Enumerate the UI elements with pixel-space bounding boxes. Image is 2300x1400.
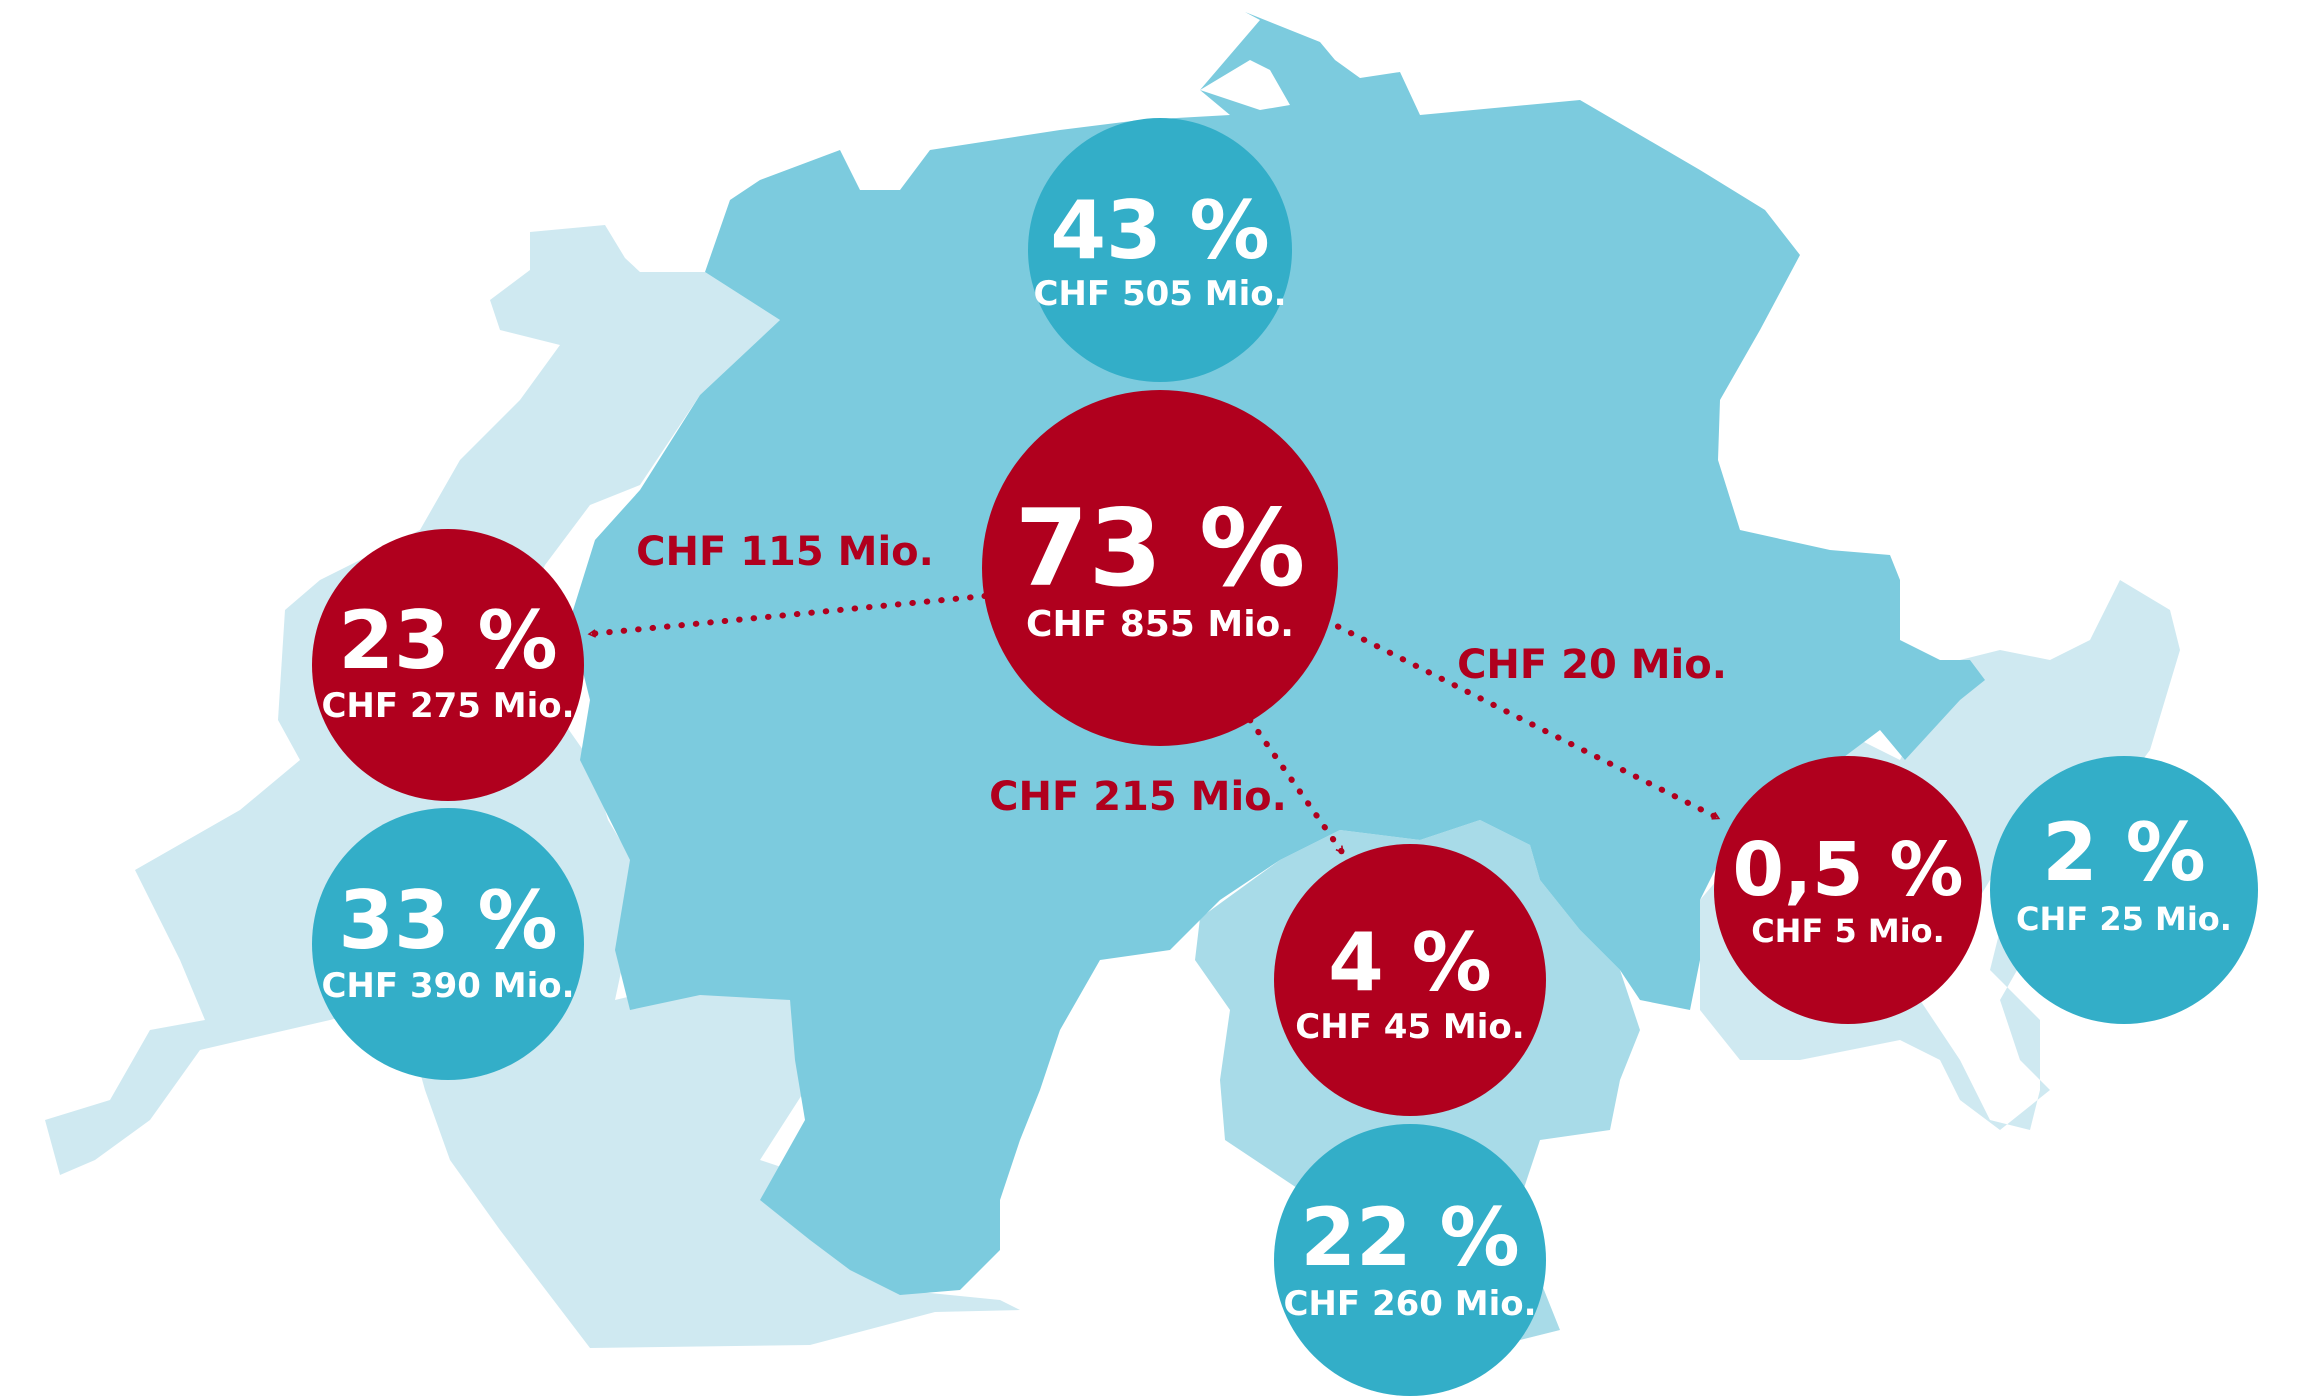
- bubble-west-red-chf: CHF 275 Mio.: [321, 686, 574, 726]
- bubble-center-pct: 73 %: [1015, 487, 1306, 610]
- flow-arrow-south: [1247, 717, 1345, 855]
- bubble-south-red-circle: [1274, 844, 1546, 1116]
- bubble-east-blue-pct: 2 %: [2042, 806, 2206, 899]
- bubble-west-blue-chf: CHF 390 Mio.: [321, 966, 574, 1006]
- bubble-west-red: 23 % CHF 275 Mio.: [312, 529, 584, 801]
- bubble-south-blue: 22 % CHF 260 Mio.: [1274, 1124, 1546, 1396]
- bubble-east-blue: 2 % CHF 25 Mio.: [1990, 756, 2258, 1024]
- bubble-south-red: 4 % CHF 45 Mio.: [1274, 844, 1546, 1116]
- bubble-west-red-pct: 23 %: [338, 594, 557, 687]
- bubble-south-blue-pct: 22 %: [1300, 1191, 1519, 1284]
- flow-label-west: CHF 115 Mio.: [636, 529, 934, 575]
- bubble-west-blue-circle: [312, 808, 584, 1080]
- flow-arrow-east: [1322, 617, 1721, 821]
- bubble-east-red: 0,5 % CHF 5 Mio.: [1714, 756, 1982, 1024]
- bubble-south-red-pct: 4 %: [1328, 916, 1492, 1009]
- bubble-north: 43 % CHF 505 Mio.: [1028, 118, 1292, 382]
- flow-arrows: [587, 593, 1721, 855]
- bubble-center-chf: CHF 855 Mio.: [1026, 604, 1294, 645]
- bubble-south-red-chf: CHF 45 Mio.: [1295, 1007, 1524, 1047]
- bubble-west-blue-pct: 33 %: [338, 874, 557, 967]
- flow-arrow-west: [587, 593, 988, 638]
- bubble-east-blue-circle: [1990, 756, 2258, 1024]
- bubble-north-circle: [1028, 118, 1292, 382]
- bubble-east-red-circle: [1714, 756, 1982, 1024]
- bubble-east-red-pct: 0,5 %: [1733, 827, 1964, 913]
- bubble-west-blue: 33 % CHF 390 Mio.: [312, 808, 584, 1080]
- bubble-center: 73 % CHF 855 Mio.: [982, 390, 1338, 746]
- bubble-east-blue-chf: CHF 25 Mio.: [2016, 900, 2232, 938]
- bubble-north-chf: CHF 505 Mio.: [1033, 274, 1286, 314]
- bubble-center-circle: [982, 390, 1338, 746]
- bubble-south-blue-circle: [1274, 1124, 1546, 1396]
- region-west: [45, 225, 1020, 1348]
- flow-label-south: CHF 215 Mio.: [989, 774, 1287, 820]
- flow-labels: CHF 115 Mio. CHF 215 Mio. CHF 20 Mio.: [636, 529, 1727, 820]
- flow-label-east: CHF 20 Mio.: [1457, 642, 1727, 688]
- bubble-east-red-chf: CHF 5 Mio.: [1751, 912, 1945, 950]
- bubble-south-blue-chf: CHF 260 Mio.: [1283, 1284, 1536, 1324]
- bubble-west-red-circle: [312, 529, 584, 801]
- bubble-north-pct: 43 %: [1050, 184, 1269, 277]
